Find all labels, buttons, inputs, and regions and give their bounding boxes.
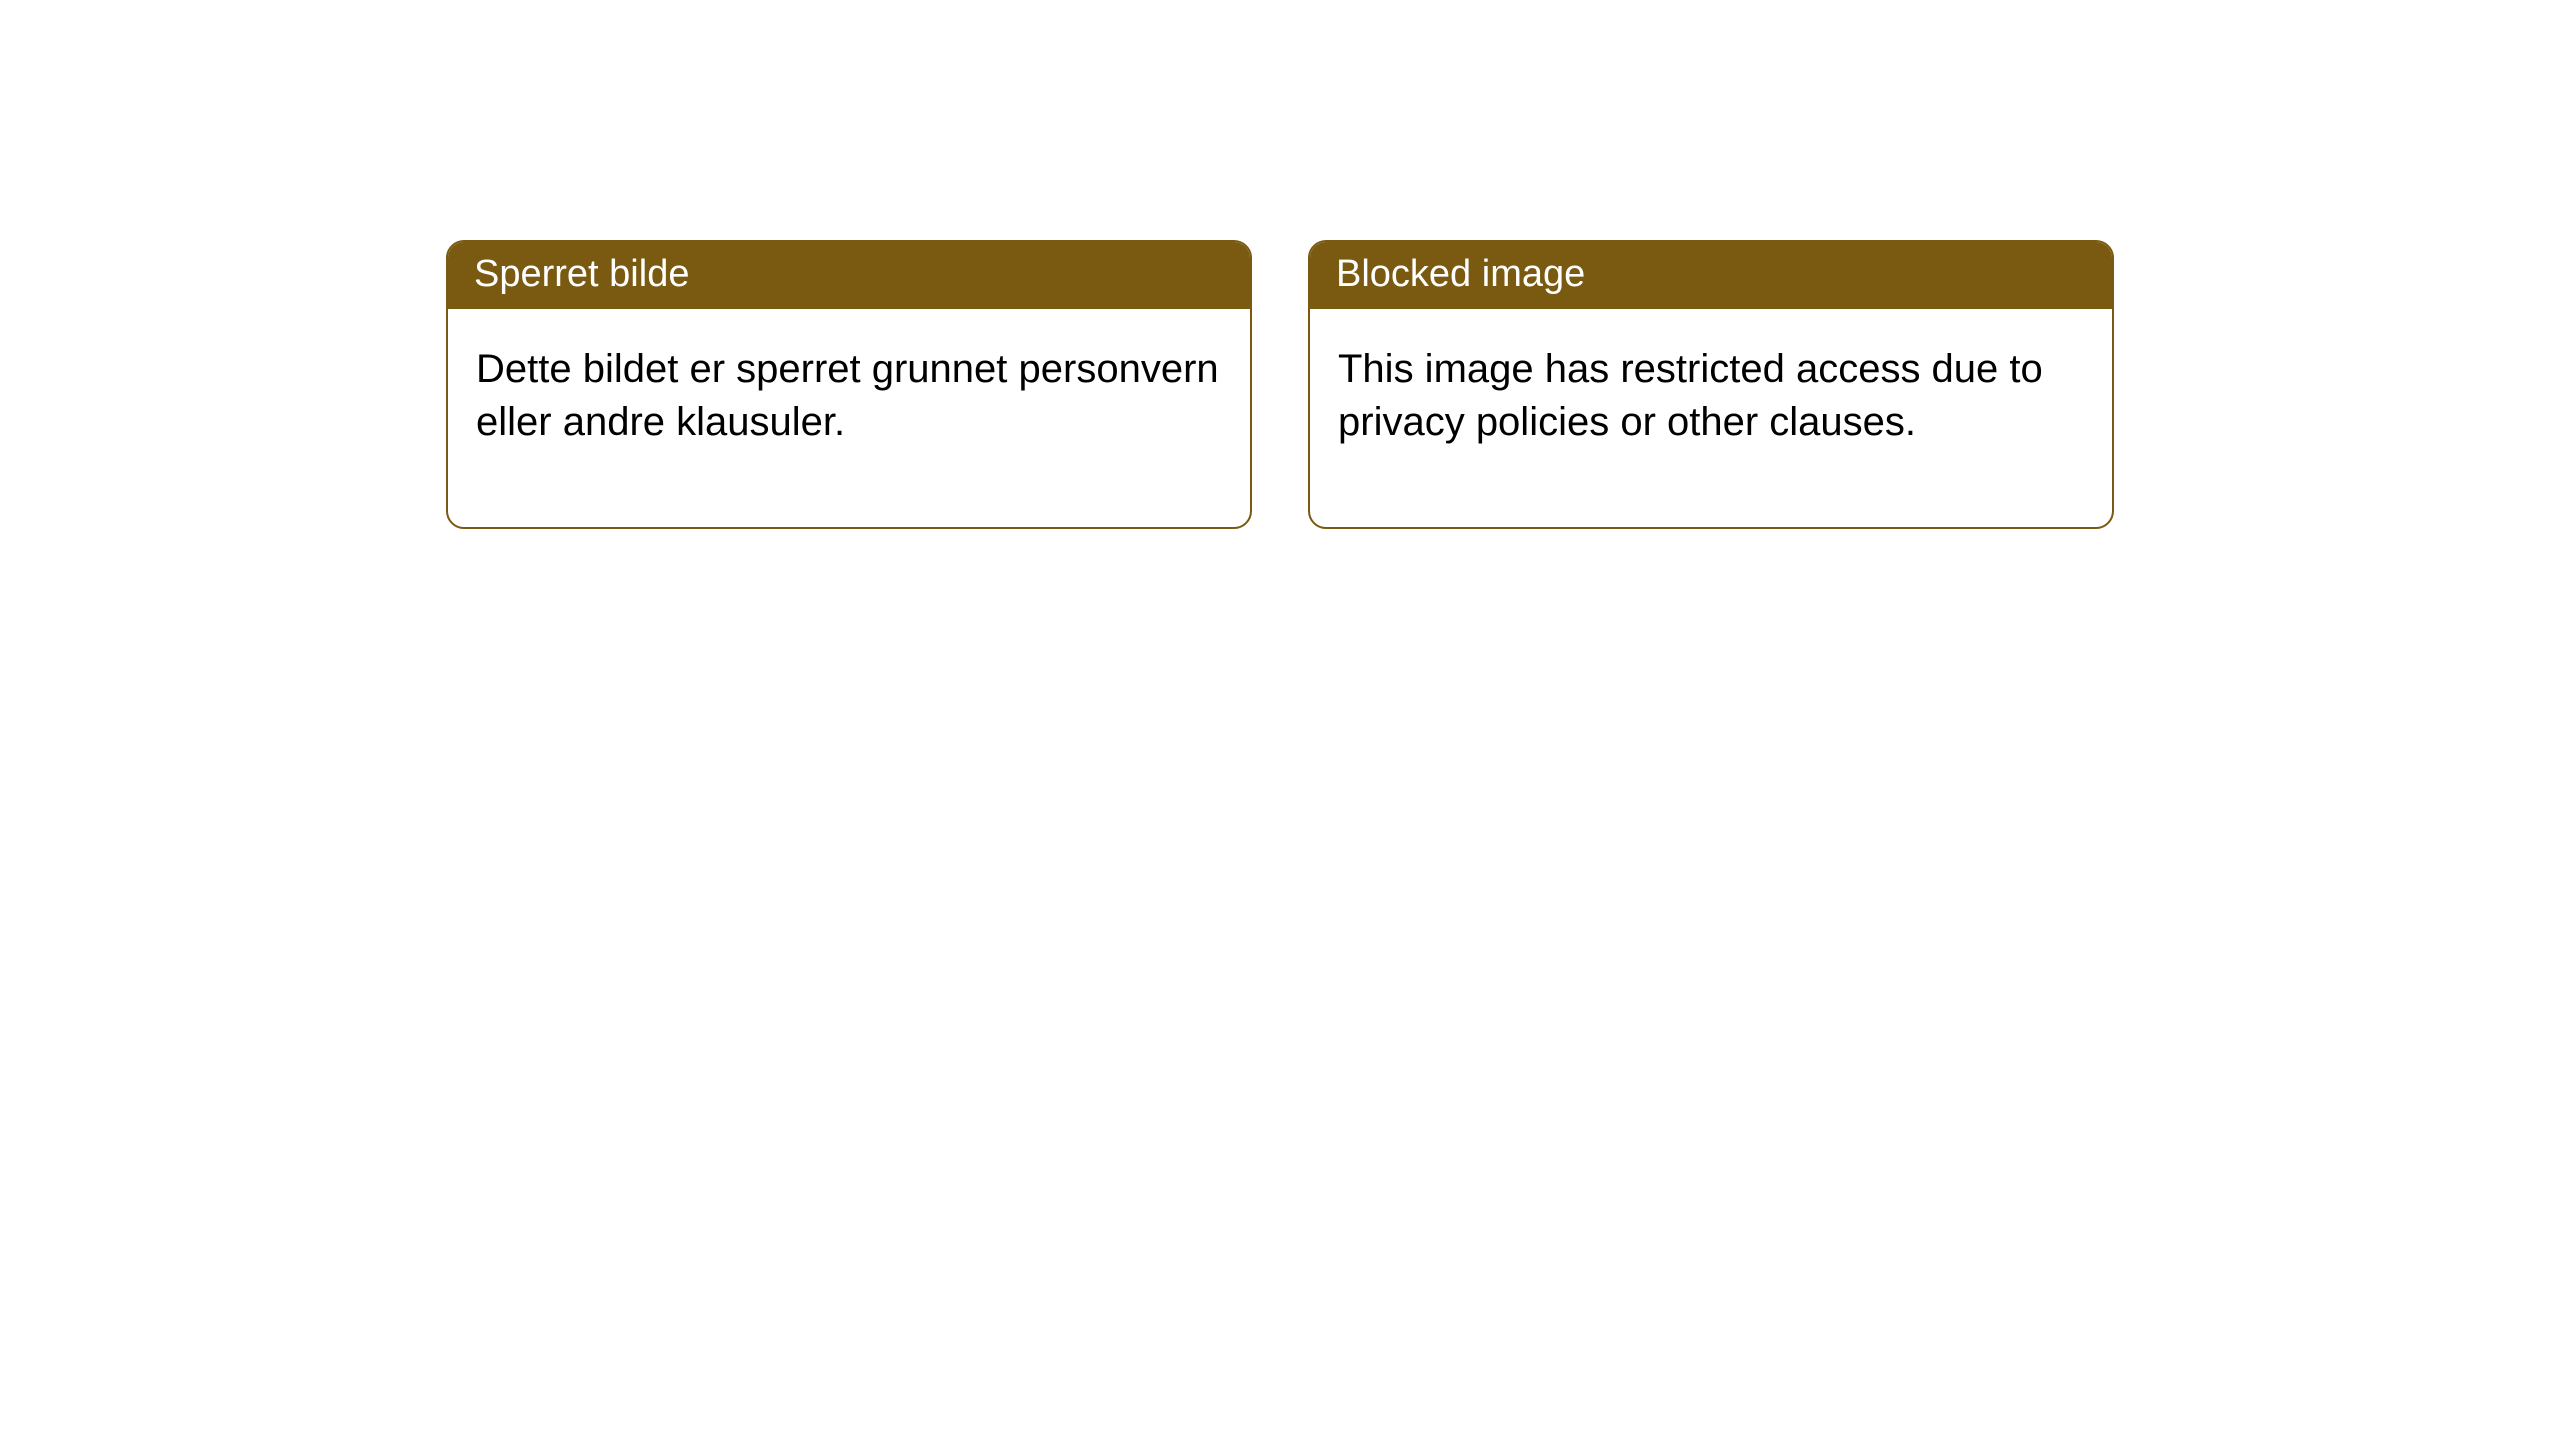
notice-body-no: Dette bildet er sperret grunnet personve…	[448, 309, 1250, 527]
notice-container: Sperret bilde Dette bildet er sperret gr…	[0, 0, 2560, 529]
notice-title-en: Blocked image	[1310, 242, 2112, 309]
notice-card-en: Blocked image This image has restricted …	[1308, 240, 2114, 529]
notice-body-en: This image has restricted access due to …	[1310, 309, 2112, 527]
notice-card-no: Sperret bilde Dette bildet er sperret gr…	[446, 240, 1252, 529]
notice-title-no: Sperret bilde	[448, 242, 1250, 309]
